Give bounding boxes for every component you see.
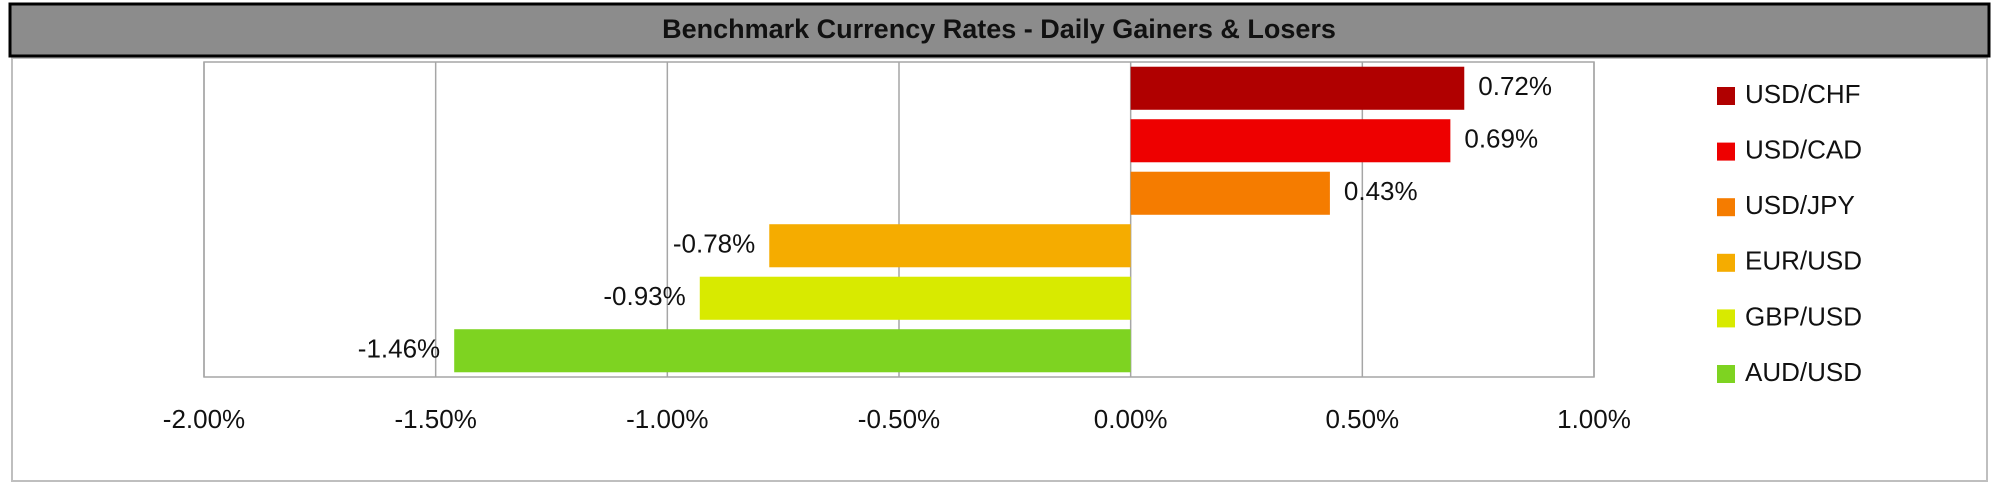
x-tick-label: 1.00% bbox=[1557, 404, 1631, 434]
title-bar bbox=[8, 2, 1991, 58]
chart-frame bbox=[11, 57, 1988, 482]
data-label: -0.78% bbox=[673, 229, 755, 259]
legend-label: EUR/USD bbox=[1745, 246, 1862, 276]
data-label: -1.46% bbox=[358, 334, 440, 364]
legend-swatch bbox=[1717, 309, 1735, 328]
x-tick-label: 0.00% bbox=[1094, 404, 1168, 434]
legend-label: USD/CAD bbox=[1745, 134, 1862, 164]
x-tick-label: -0.50% bbox=[858, 404, 940, 434]
legend-label: USD/CHF bbox=[1745, 79, 1861, 109]
data-label: 0.43% bbox=[1344, 176, 1418, 206]
legend-swatch bbox=[1717, 365, 1735, 383]
data-label: -0.93% bbox=[603, 281, 685, 311]
bar bbox=[454, 329, 1131, 373]
data-label: 0.72% bbox=[1478, 71, 1552, 101]
x-tick-label: -1.00% bbox=[626, 404, 708, 434]
bar bbox=[1130, 66, 1465, 110]
bar bbox=[1130, 119, 1451, 163]
legend-label: USD/JPY bbox=[1745, 190, 1855, 220]
legend-swatch bbox=[1717, 253, 1735, 272]
legend-swatch bbox=[1717, 142, 1735, 161]
x-tick-label: -2.00% bbox=[163, 404, 245, 434]
legend-label: AUD/USD bbox=[1745, 357, 1862, 387]
bar bbox=[1130, 171, 1330, 215]
data-label: 0.69% bbox=[1464, 124, 1538, 154]
bar bbox=[769, 224, 1131, 268]
legend-swatch bbox=[1717, 87, 1735, 105]
bar bbox=[699, 276, 1131, 320]
chart-title: Benchmark Currency Rates - Daily Gainers… bbox=[662, 14, 1336, 44]
legend-swatch bbox=[1717, 198, 1735, 217]
x-tick-label: -1.50% bbox=[394, 404, 476, 434]
x-tick-label: 0.50% bbox=[1325, 404, 1399, 434]
legend-label: GBP/USD bbox=[1745, 301, 1862, 331]
